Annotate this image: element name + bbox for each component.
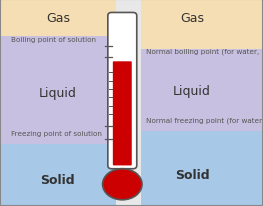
Text: Normal freezing point (for water, 0C): Normal freezing point (for water, 0C) bbox=[146, 117, 263, 124]
FancyBboxPatch shape bbox=[108, 13, 137, 169]
Text: Liquid: Liquid bbox=[173, 84, 211, 97]
Text: Solid: Solid bbox=[41, 173, 75, 186]
Text: Normal boiling point (for water, 100C): Normal boiling point (for water, 100C) bbox=[146, 48, 263, 55]
Text: Freezing point of solution: Freezing point of solution bbox=[11, 130, 102, 136]
Bar bbox=[141, 132, 263, 206]
Text: Boiling point of solution: Boiling point of solution bbox=[11, 37, 95, 43]
Text: Solid: Solid bbox=[175, 169, 209, 181]
Text: Gas: Gas bbox=[46, 12, 70, 25]
Bar bbox=[0, 0, 116, 37]
FancyBboxPatch shape bbox=[113, 62, 132, 166]
Bar bbox=[141, 49, 263, 132]
Circle shape bbox=[103, 169, 142, 200]
Bar bbox=[0, 37, 116, 144]
Bar bbox=[0, 144, 116, 206]
Bar bbox=[141, 0, 263, 49]
Text: Gas: Gas bbox=[180, 12, 204, 25]
Text: Liquid: Liquid bbox=[39, 86, 77, 99]
Bar bbox=[116, 0, 141, 206]
